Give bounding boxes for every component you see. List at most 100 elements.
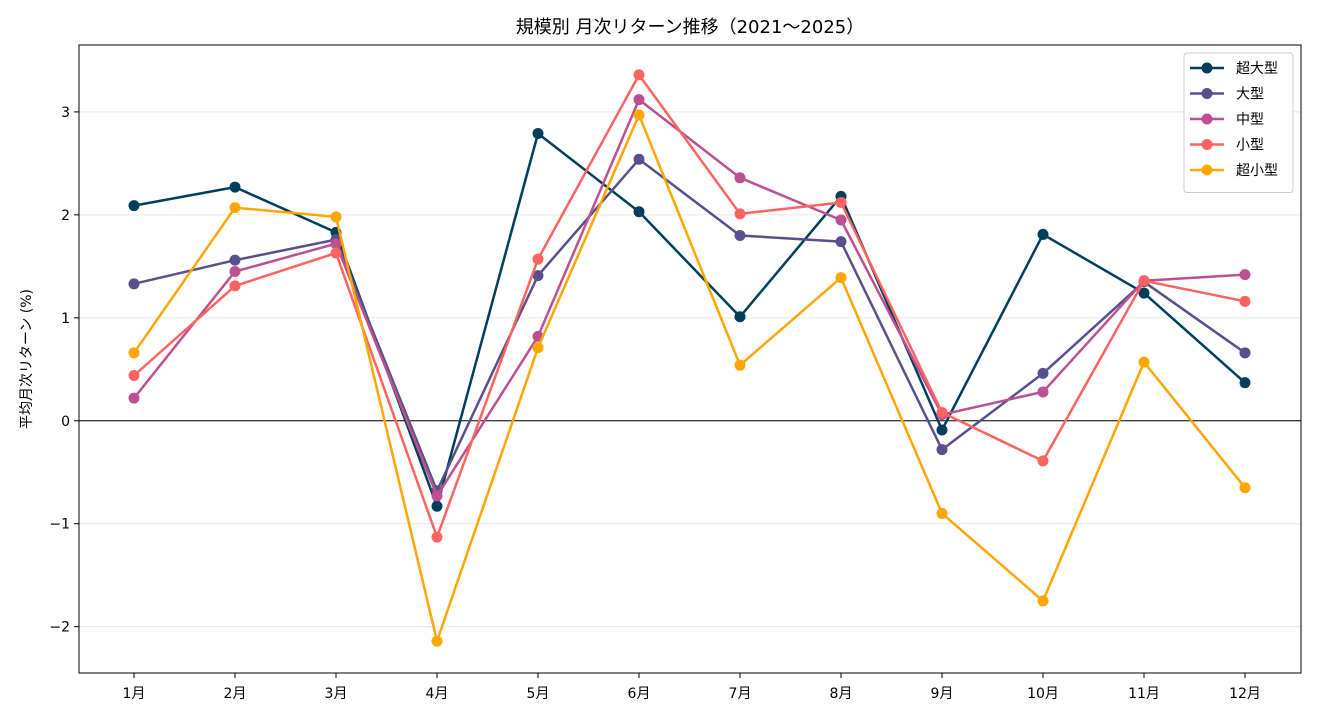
data-point [633,206,645,218]
series-大型 [128,153,1251,497]
legend-label: 中型 [1236,112,1264,128]
data-point [1239,269,1251,281]
y-axis-ticks: −2 −1 0 1 2 3 [49,105,79,636]
data-point [229,280,241,292]
x-tick-label: 6月 [628,686,651,702]
series-line [132,113,1246,643]
series-lines [128,69,1251,647]
data-point [431,490,443,502]
data-point [633,109,645,121]
legend-label: 大型 [1236,87,1264,103]
data-point [1138,287,1150,299]
data-point [532,253,544,265]
data-point [128,278,140,290]
legend-marker [1201,139,1213,150]
series-line [133,98,1246,498]
legend-item: 大型 [1190,87,1264,103]
data-point [330,247,342,259]
legend-marker [1201,62,1213,74]
data-point [734,311,746,323]
series-超小型 [128,109,1251,647]
legend-item: 中型 [1190,112,1264,128]
data-point [1239,295,1251,307]
data-point [431,500,443,512]
data-point [229,181,241,193]
legend-marker [1201,88,1213,99]
x-tick-label: 5月 [527,686,550,702]
y-tick-label: 0 [61,414,70,430]
x-tick-label: 4月 [426,686,449,702]
data-point [128,369,140,381]
gridlines [79,111,1301,628]
legend-item: 小型 [1190,138,1264,154]
series-中型 [128,94,1251,502]
data-point [1037,595,1049,607]
legend-item: 超小型 [1190,163,1278,179]
data-point [1037,455,1049,467]
x-tick-label: 10月 [1027,686,1059,702]
x-tick-label: 2月 [224,686,247,702]
data-point [330,211,342,223]
x-tick-label: 9月 [931,686,954,702]
chart-title: 規模別 月次リターン推移（2021～2025） [516,17,864,38]
x-tick-label: 3月 [325,686,348,702]
data-point [835,197,847,209]
data-point [835,272,847,284]
data-point [1239,377,1251,389]
data-point [835,236,847,248]
data-point [734,208,746,220]
data-point [936,507,948,519]
data-point [1138,275,1150,287]
x-tick-label: 8月 [830,686,853,702]
x-axis-ticks: 1月 2月 3月 4月 5月 6月 7月 8月 9月 10月 11月 12月 [123,673,1261,702]
data-point [1037,228,1049,240]
legend-label: 超小型 [1236,163,1278,179]
data-point [936,407,948,419]
data-point [1138,356,1150,368]
data-point [229,265,241,277]
data-point [1037,367,1049,379]
y-tick-label: −1 [49,517,70,533]
data-point [734,229,746,241]
data-point [431,635,443,647]
data-point [330,238,342,250]
x-tick-label: 7月 [729,686,752,702]
data-point [633,153,645,165]
data-point [532,342,544,354]
data-point [633,69,645,81]
series-小型 [128,69,1251,543]
plot-frame [78,44,1302,674]
y-tick-label: −2 [49,620,70,636]
data-point [128,200,140,212]
legend-label: 超大型 [1236,61,1278,77]
data-point [633,94,645,106]
y-axis-label: 平均月次リターン (%) [19,289,35,429]
legend-marker [1201,113,1213,125]
series-line [133,158,1246,493]
data-point [1239,482,1251,494]
data-point [229,202,241,214]
data-point [128,392,140,404]
y-tick-label: 2 [61,208,70,224]
data-point [936,444,948,456]
data-point [1037,386,1049,398]
data-point [532,128,544,140]
data-point [532,270,544,282]
data-point [431,531,443,543]
legend-label: 小型 [1236,138,1264,154]
series-line [133,73,1246,539]
data-point [1239,347,1251,359]
legend-box [1183,52,1294,193]
x-tick-label: 12月 [1229,686,1261,702]
legend-marker [1201,164,1213,176]
legend-item: 超大型 [1190,61,1278,77]
data-point [835,214,847,226]
y-tick-label: 1 [61,311,70,327]
data-point [936,424,948,436]
x-tick-label: 1月 [123,686,146,702]
x-tick-label: 11月 [1128,686,1160,702]
data-point [734,172,746,184]
